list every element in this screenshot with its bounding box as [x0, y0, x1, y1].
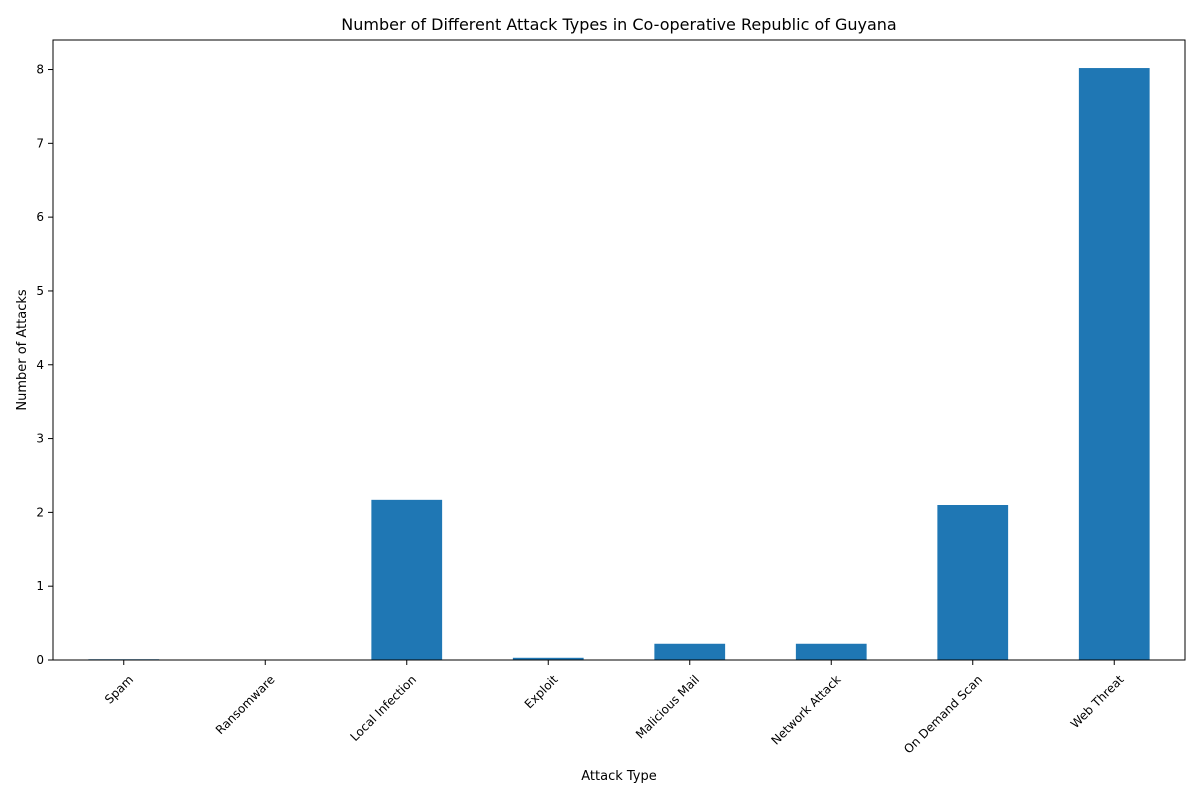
y-tick-label: 8: [36, 63, 44, 77]
y-tick-label: 2: [36, 505, 44, 519]
x-tick-label: Spam: [102, 672, 136, 706]
y-axis: 0 1 2 3 4 5 6 7 8: [36, 63, 53, 667]
bars-group: [88, 68, 1150, 661]
y-tick-label: 1: [36, 579, 44, 593]
bar-web-threat: [1078, 68, 1150, 661]
bar-local-infection: [371, 499, 443, 660]
chart-title: Number of Different Attack Types in Co-o…: [341, 15, 896, 34]
bar-network-attack: [795, 643, 867, 660]
x-axis: Spam Ransomware Local Infection Exploit Mali…: [102, 660, 1127, 756]
bar-on-demand-scan: [937, 505, 1009, 660]
x-tick-label: Network Attack: [768, 672, 843, 747]
bar-exploit: [512, 657, 584, 660]
x-axis-label: Attack Type: [581, 769, 657, 784]
y-tick-label: 3: [36, 432, 44, 446]
x-tick-label: Malicious Mail: [633, 672, 702, 741]
y-tick-label: 7: [36, 136, 44, 150]
x-tick-label: Web Threat: [1068, 672, 1127, 731]
y-axis-label: Number of Attacks: [15, 289, 30, 411]
y-tick-label: 5: [36, 284, 44, 298]
x-tick-label: Ransomware: [213, 672, 278, 737]
x-tick-label: Exploit: [522, 672, 561, 711]
y-tick-label: 0: [36, 653, 44, 667]
y-tick-label: 6: [36, 210, 44, 224]
x-tick-label: Local Infection: [347, 672, 419, 744]
y-tick-label: 4: [36, 358, 44, 372]
x-tick-label: On Demand Scan: [901, 672, 985, 756]
bar-malicious-mail: [654, 643, 726, 660]
plot-frame: [52, 39, 1186, 661]
